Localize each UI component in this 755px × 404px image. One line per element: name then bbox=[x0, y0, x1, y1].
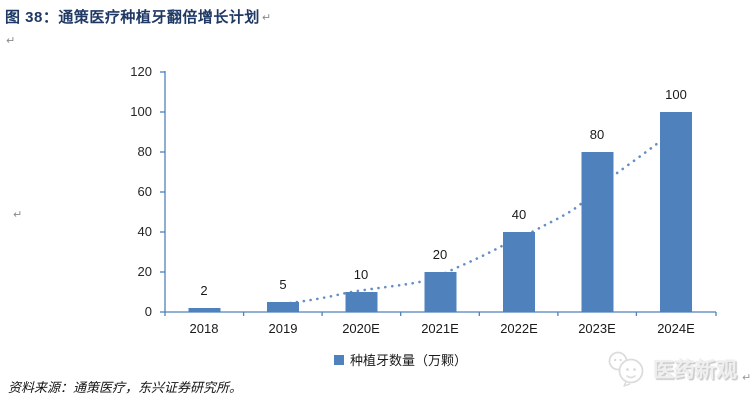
data-label: 100 bbox=[665, 87, 687, 102]
y-axis-label: 100 bbox=[130, 104, 152, 119]
y-axis-label: 60 bbox=[137, 184, 152, 199]
bar-2018 bbox=[188, 308, 221, 312]
trendline-dotted bbox=[288, 134, 670, 305]
data-label: 40 bbox=[511, 207, 527, 222]
y-axis-label: 40 bbox=[137, 224, 152, 239]
y-axis-label: 120 bbox=[130, 64, 152, 79]
bar-2023e bbox=[581, 152, 614, 312]
watermark-text: 医药新观 bbox=[653, 359, 737, 382]
bar-2020e bbox=[345, 292, 378, 312]
figure-title: 图 38：通策医疗种植牙翻倍增长计划 ↵ bbox=[5, 6, 272, 27]
x-axis-label: 2018 bbox=[189, 321, 219, 336]
paragraph-return-icon: ↵ bbox=[6, 35, 16, 47]
x-axis-label: 2023E bbox=[578, 321, 616, 336]
axes bbox=[160, 71, 717, 316]
bar-series bbox=[188, 112, 692, 312]
x-axis-label: 2020E bbox=[342, 321, 380, 336]
paragraph-return-icon: ↵ bbox=[13, 209, 23, 221]
data-label: 10 bbox=[353, 267, 369, 282]
y-axis-label: 0 bbox=[144, 304, 152, 319]
x-axis-label: 2019 bbox=[268, 321, 298, 336]
paragraph-return-icon: ↵ bbox=[742, 372, 752, 384]
chart-legend: 种植牙数量（万颗） bbox=[334, 350, 467, 369]
bar-2021e bbox=[424, 272, 457, 312]
data-label: 5 bbox=[279, 277, 287, 292]
legend-label: 种植牙数量（万颗） bbox=[350, 353, 468, 368]
bar-2019 bbox=[267, 302, 299, 312]
y-axis-label: 20 bbox=[137, 264, 152, 279]
paragraph-return-icon: ↵ bbox=[261, 12, 272, 24]
bar-2022e bbox=[503, 232, 535, 312]
chat-bubbles-logo-icon bbox=[608, 351, 644, 387]
watermark: 医药新观 ↵ bbox=[606, 348, 751, 390]
data-label: 20 bbox=[432, 247, 448, 262]
y-axis-label: 80 bbox=[137, 144, 152, 159]
bar-2024e bbox=[660, 112, 692, 312]
data-label: 80 bbox=[589, 127, 605, 142]
source-note: 资料来源：通策医疗，东兴证券研究所。 bbox=[8, 380, 243, 395]
legend-swatch-icon bbox=[334, 354, 344, 365]
figure-title-text: 图 38：通策医疗种植牙翻倍增长计划 bbox=[5, 9, 260, 26]
data-label: 2 bbox=[200, 283, 208, 298]
x-axis-label: 2021E bbox=[421, 321, 459, 336]
x-axis-label: 2022E bbox=[500, 321, 538, 336]
x-axis-label: 2024E bbox=[657, 321, 695, 336]
